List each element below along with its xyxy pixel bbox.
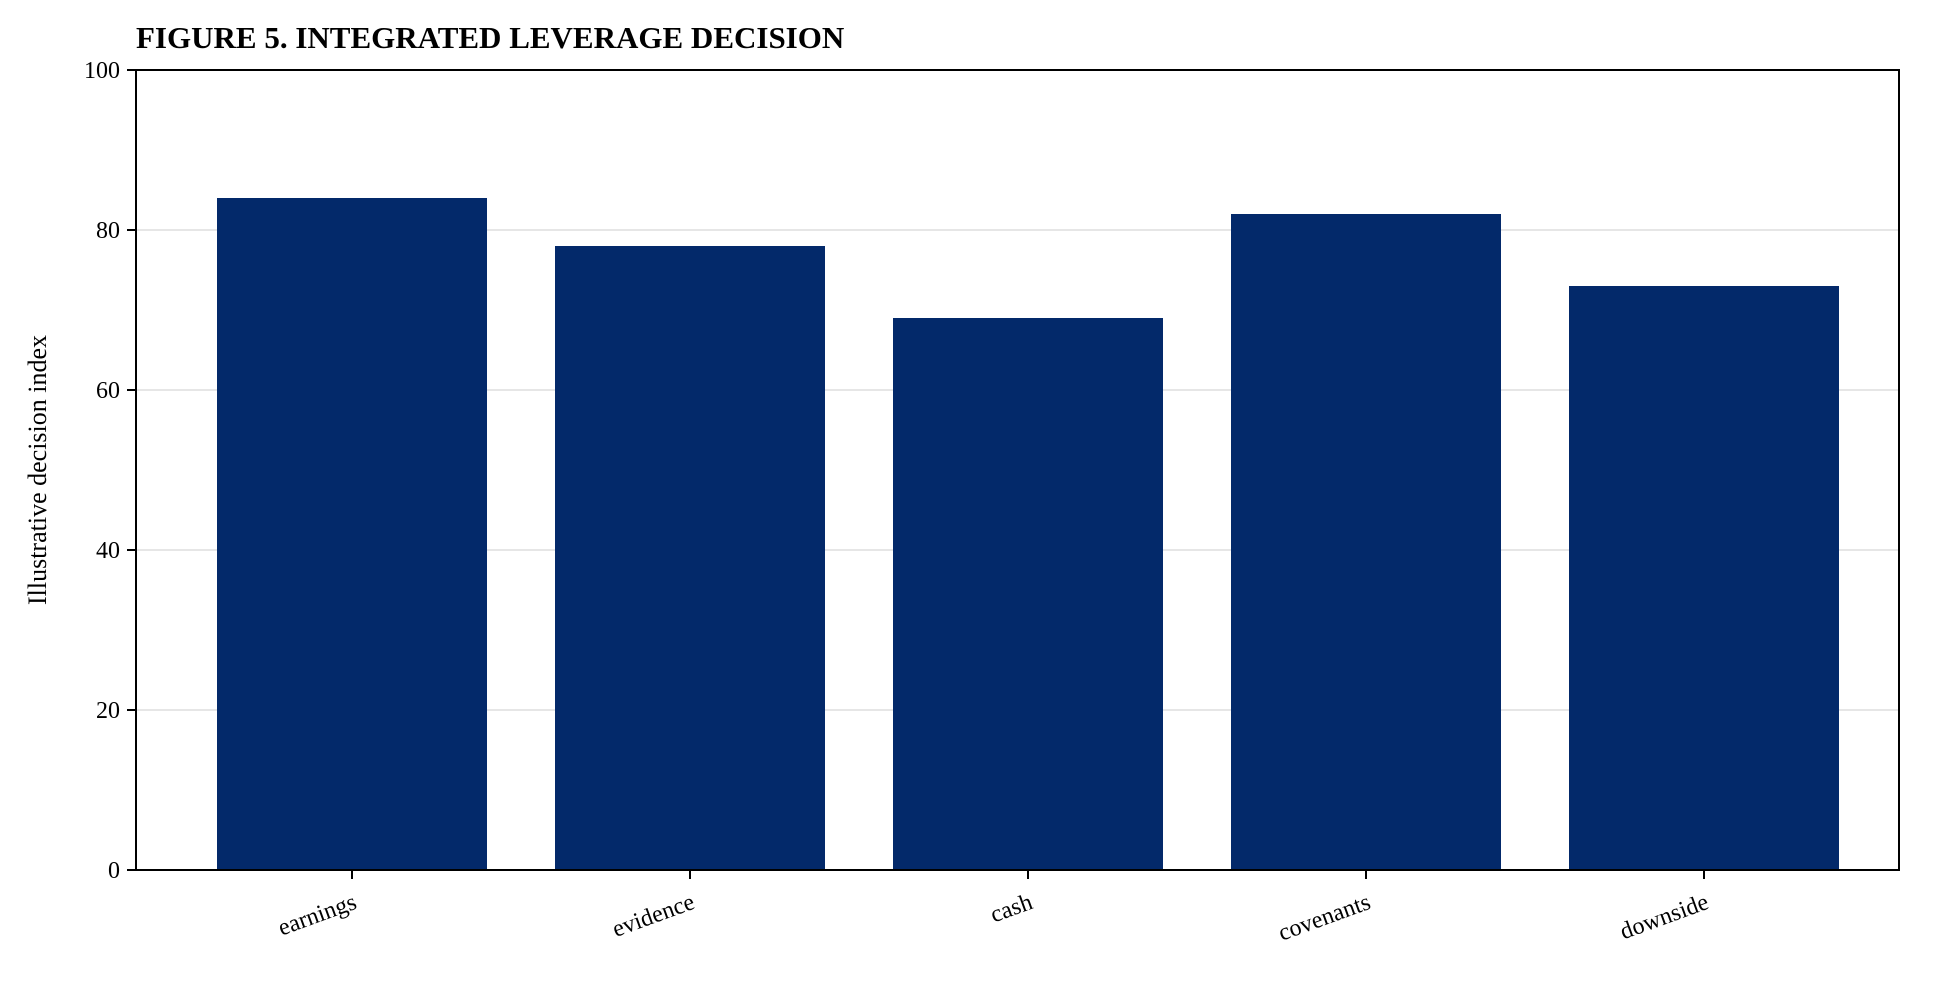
y-tick-label: 40	[96, 538, 120, 564]
bar-earnings	[217, 198, 487, 870]
y-tick-label: 20	[96, 698, 120, 724]
y-tick-label: 60	[96, 378, 120, 404]
y-tick-label: 80	[96, 218, 120, 244]
x-tick-label: cash	[987, 889, 1036, 928]
bar-downside	[1569, 286, 1839, 870]
bars	[217, 198, 1839, 870]
y-axis-label: Illustrative decision index	[23, 335, 52, 605]
bar-cash	[893, 318, 1163, 870]
x-axis-ticks: earnings evidence cash covenants downside	[275, 870, 1712, 946]
bar-covenants	[1231, 214, 1501, 870]
x-tick-label: earnings	[275, 889, 360, 941]
x-tick-label: downside	[1617, 889, 1712, 945]
y-tick-label: 100	[84, 58, 120, 84]
y-tick-label: 0	[108, 858, 120, 884]
y-axis-ticks: 0 20 40 60 80 100	[84, 58, 136, 884]
bar-evidence	[555, 246, 825, 870]
x-tick-label: evidence	[609, 889, 698, 943]
chart-title: FIGURE 5. INTEGRATED LEVERAGE DECISION	[136, 20, 844, 55]
x-tick-label: covenants	[1275, 889, 1374, 946]
plot-frame	[135, 69, 1900, 871]
